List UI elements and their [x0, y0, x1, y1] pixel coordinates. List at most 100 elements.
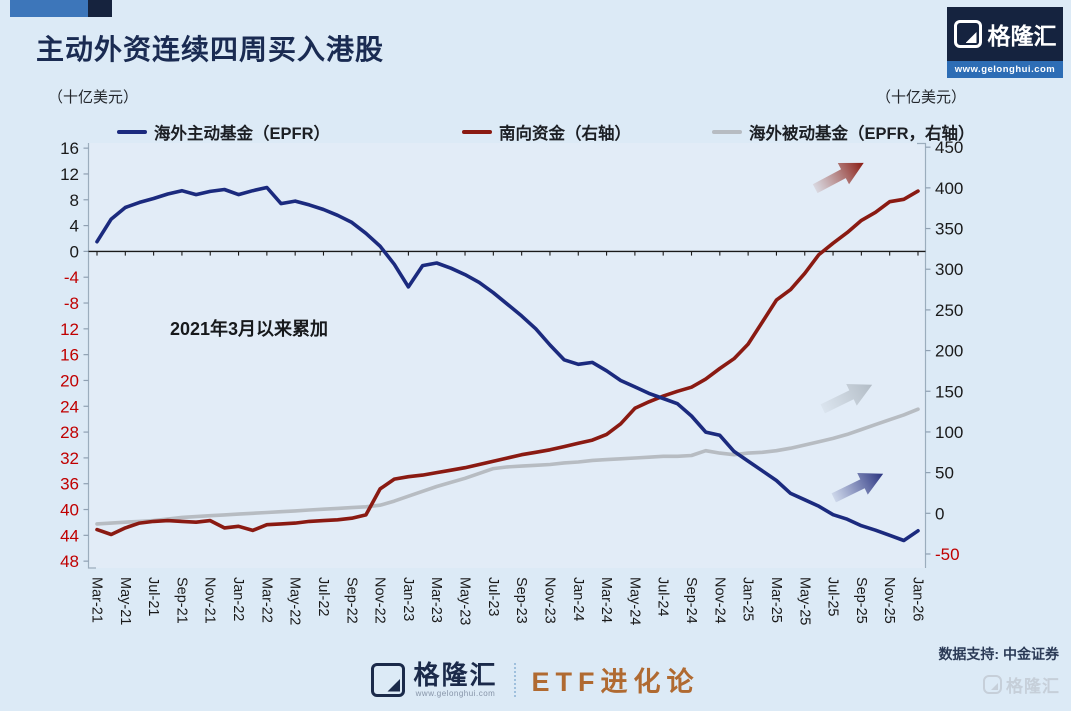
right-axis-unit-label: （十亿美元） [876, 89, 967, 106]
navy-up-arrow-icon [831, 473, 884, 503]
footer-divider [513, 662, 516, 697]
gelonghui-g-icon [953, 20, 982, 48]
legend-swatch-blue [117, 129, 147, 135]
svg-text:40: 40 [60, 501, 79, 520]
svg-text:-8: -8 [64, 294, 79, 313]
footer-url-text: www.gelonghui.com [415, 688, 496, 698]
svg-text:Sep-24: Sep-24 [683, 577, 699, 624]
legend-item-passive-foreign-funds: 海外被动基金（EPFR，右轴） [712, 120, 975, 144]
svg-text:28: 28 [60, 423, 79, 442]
svg-text:Mar-25: Mar-25 [768, 577, 784, 623]
page-title: 主动外资连续四周买入港股 [36, 34, 385, 65]
svg-text:12: 12 [60, 165, 79, 184]
corner-watermark: 格隆汇 [983, 672, 1060, 697]
svg-text:24: 24 [60, 397, 79, 416]
legend-label: 海外被动基金（EPFR，右轴） [749, 125, 975, 143]
legend-label: 海外主动基金（EPFR） [154, 125, 331, 143]
gelonghui-logo: 格隆汇 www.gelonghui.com [947, 7, 1063, 78]
svg-text:-50: -50 [935, 545, 960, 564]
gelonghui-url: www.gelonghui.com [947, 61, 1063, 78]
svg-text:0: 0 [935, 504, 944, 523]
svg-text:16: 16 [60, 346, 79, 365]
svg-text:Jan-22: Jan-22 [230, 577, 246, 621]
svg-text:-4: -4 [64, 268, 79, 287]
svg-text:450: 450 [935, 138, 963, 157]
svg-text:400: 400 [935, 179, 963, 198]
header-deco-bar-navy [88, 0, 112, 17]
footer-product-text: ETF进化论 [531, 667, 700, 697]
left-axis-line [87, 143, 96, 569]
legend-label: 南向资金（右轴） [499, 125, 631, 143]
svg-text:Sep-25: Sep-25 [853, 577, 869, 624]
footer-brand-block: 格隆汇 www.gelonghui.com [413, 662, 497, 698]
legend-item-southbound-funds: 南向资金（右轴） [462, 120, 631, 144]
right-axis-labels: 450 400 350 300 250 200 150 100 50 0 -50 [925, 138, 963, 564]
svg-text:May-25: May-25 [796, 577, 812, 625]
svg-text:May-23: May-23 [457, 577, 473, 625]
svg-text:Mar-22: Mar-22 [258, 577, 274, 623]
svg-text:4: 4 [70, 217, 79, 236]
svg-text:48: 48 [60, 552, 79, 571]
series-line-1 [95, 189, 920, 537]
svg-text:250: 250 [935, 301, 963, 320]
svg-text:Nov-25: Nov-25 [881, 577, 897, 624]
left-axis-unit-label: （十亿美元） [48, 89, 139, 106]
svg-text:350: 350 [935, 220, 963, 239]
x-axis-ticks [96, 251, 919, 256]
red-up-arrow-icon [812, 162, 864, 194]
header-deco-bar-blue [10, 0, 88, 17]
svg-text:Jul-24: Jul-24 [655, 577, 671, 617]
svg-text:100: 100 [935, 423, 963, 442]
svg-text:May-22: May-22 [287, 577, 303, 625]
svg-text:Sep-22: Sep-22 [343, 577, 359, 624]
plot-area [88, 143, 926, 568]
svg-text:32: 32 [60, 449, 79, 468]
svg-text:Sep-21: Sep-21 [173, 577, 189, 624]
corner-watermark-text: 格隆汇 [1006, 677, 1060, 696]
svg-text:Sep-23: Sep-23 [513, 577, 529, 624]
gray-up-arrow-icon [820, 384, 873, 414]
svg-text:36: 36 [60, 475, 79, 494]
svg-text:Jan-26: Jan-26 [909, 577, 925, 621]
svg-text:Mar-21: Mar-21 [89, 577, 105, 623]
corner-watermark-g-icon [983, 675, 1002, 694]
legend-swatch-red [462, 129, 492, 135]
svg-text:Jan-24: Jan-24 [570, 577, 586, 621]
svg-text:May-24: May-24 [626, 577, 642, 625]
data-support-credit: 数据支持: 中金证券 [938, 646, 1059, 662]
legend-item-active-foreign-funds: 海外主动基金（EPFR） [117, 120, 330, 144]
gelonghui-logo-text: 格隆汇 [987, 23, 1057, 49]
x-axis-labels: Mar-21 May-21 Jul-21 Sep-21 Nov-21 Jan-22 Mar-… [89, 577, 926, 625]
svg-text:May-21: May-21 [117, 577, 133, 625]
svg-text:Jan-23: Jan-23 [400, 577, 416, 621]
svg-text:200: 200 [935, 342, 963, 361]
svg-text:12: 12 [60, 320, 79, 339]
footer-g-icon [371, 662, 406, 697]
svg-text:Mar-23: Mar-23 [428, 577, 444, 623]
svg-text:Mar-24: Mar-24 [598, 577, 614, 623]
footer-brand-text: 格隆汇 [413, 659, 498, 690]
svg-text:8: 8 [70, 191, 79, 210]
svg-text:Jan-25: Jan-25 [740, 577, 756, 621]
gelonghui-logo-box: 格隆汇 [947, 7, 1063, 61]
legend-swatch-gray [712, 129, 742, 135]
svg-text:Jul-22: Jul-22 [315, 577, 331, 617]
series-line-2 [95, 407, 920, 526]
svg-text:Jul-21: Jul-21 [145, 577, 161, 617]
svg-text:Jul-23: Jul-23 [485, 577, 501, 617]
svg-text:0: 0 [70, 242, 79, 261]
svg-text:16: 16 [60, 139, 79, 158]
series-line-0 [95, 185, 920, 543]
right-axis-line [917, 142, 927, 568]
svg-text:50: 50 [935, 464, 954, 483]
svg-text:150: 150 [935, 382, 963, 401]
svg-text:20: 20 [60, 371, 79, 390]
chart-annotation: 2021年3月以来累加 [170, 319, 329, 339]
svg-text:Jul-25: Jul-25 [825, 577, 841, 617]
svg-text:300: 300 [935, 260, 963, 279]
svg-text:Nov-21: Nov-21 [202, 577, 218, 624]
chart-legend: 海外主动基金（EPFR） 南向资金（右轴） 海外被动基金（EPFR，右轴） [0, 120, 1071, 144]
